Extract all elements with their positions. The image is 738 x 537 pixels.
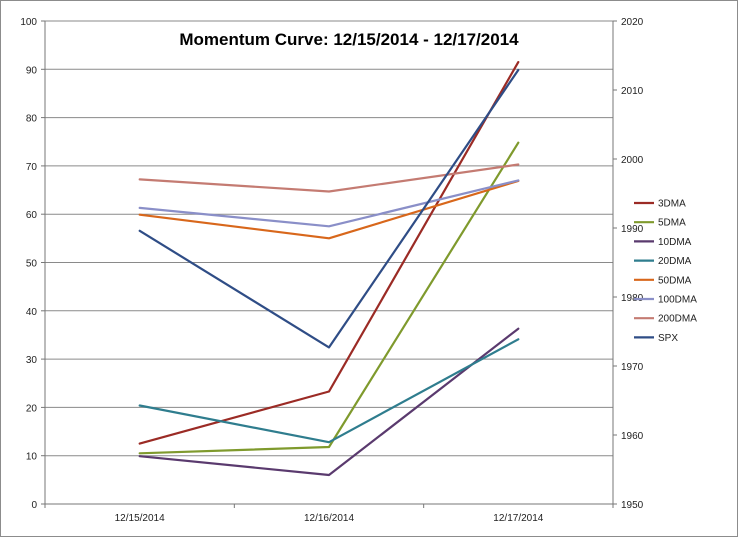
y-tick-label: 40 [26, 307, 38, 318]
y-tick-label: 0 [31, 500, 37, 511]
legend-entry-20dma: 20DMA [658, 256, 692, 267]
y2-tick-label: 1980 [621, 293, 644, 304]
series-line-3dma [138, 60, 520, 445]
legend-entry-3dma: 3DMA [658, 199, 686, 210]
y-tick-label: 30 [26, 355, 38, 366]
legend-entry-200dma: 200DMA [658, 314, 697, 325]
series-line-20dma [138, 338, 520, 444]
y2-tick-label: 1990 [621, 224, 644, 235]
axes: 0 10 20 30 40 50 60 70 80 90 100 1950 1960 1970 1980 19… [20, 17, 643, 524]
y-tick-label: 80 [26, 114, 38, 125]
chart-title: Momentum Curve: 12/15/2014 - 12/17/2014 [179, 30, 519, 49]
x-tick-label: 12/15/2014 [115, 513, 165, 524]
y2-tick-label: 1970 [621, 362, 644, 373]
y2-tick-label: 2020 [621, 17, 644, 28]
series-line-5dma [138, 141, 520, 455]
x-tick-label: 12/16/2014 [304, 513, 354, 524]
legend-entry-10dma: 10DMA [658, 237, 692, 248]
y2-tick-label: 1960 [621, 431, 644, 442]
y2-tick-label: 2000 [621, 155, 644, 166]
y-tick-label: 100 [20, 17, 37, 28]
legend-entry-50dma: 50DMA [658, 275, 692, 286]
y-tick-label: 50 [26, 259, 38, 270]
y-tick-label: 10 [26, 452, 38, 463]
series-line-10dma [138, 327, 520, 477]
legend-entry-spx: SPX [658, 333, 678, 344]
series-lines [138, 60, 520, 477]
legend-entry-100dma: 100DMA [658, 295, 697, 306]
series-line-100dma [138, 179, 520, 228]
x-tick-label: 12/17/2014 [493, 513, 543, 524]
y-tick-label: 70 [26, 162, 38, 173]
y2-tick-label: 1950 [621, 500, 644, 511]
legend: 3DMA 5DMA 10DMA 20DMA 50DMA 100DMA 200DMA SPX [634, 199, 697, 344]
y-tick-label: 60 [26, 210, 38, 221]
y-tick-label: 90 [26, 65, 38, 76]
y-tick-label: 20 [26, 403, 38, 414]
series-line-200dma [138, 163, 520, 193]
y2-tick-label: 2010 [621, 86, 644, 97]
series-line-50dma [138, 179, 520, 240]
series-line-spx [138, 68, 520, 349]
legend-entry-5dma: 5DMA [658, 218, 686, 229]
